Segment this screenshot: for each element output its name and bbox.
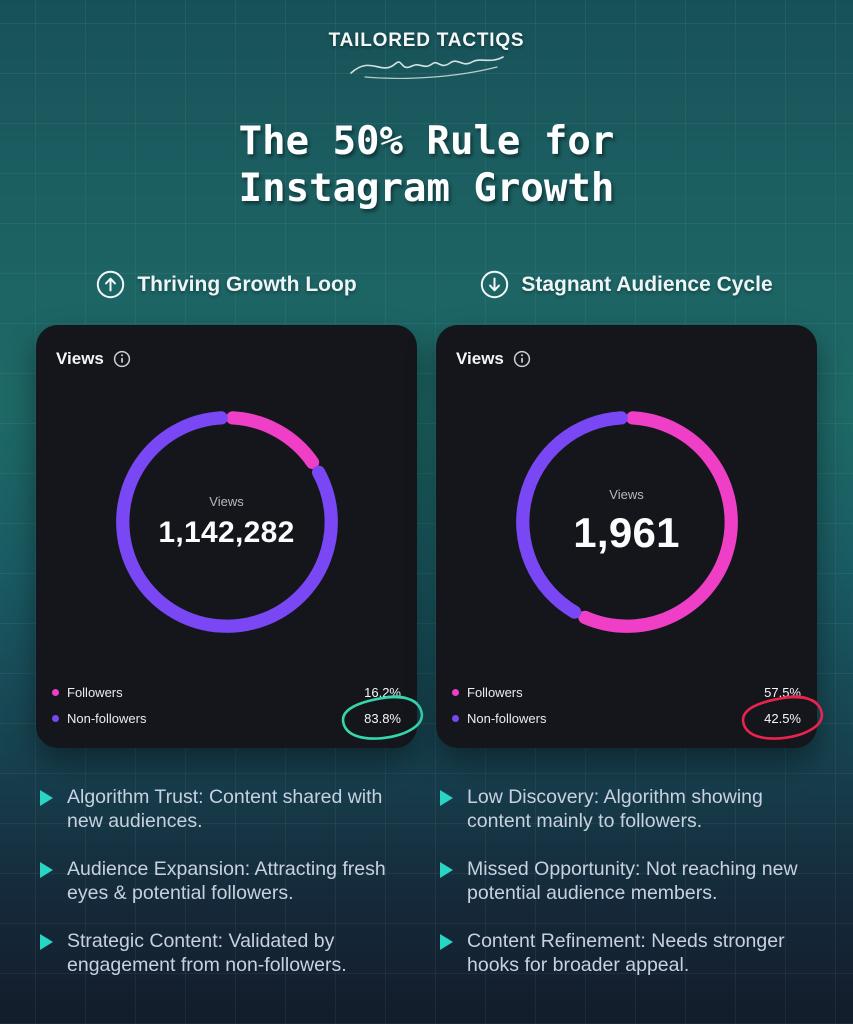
- triangle-bullet-icon: [40, 790, 53, 806]
- signature-flourish-icon: [349, 56, 504, 79]
- card-header: Views: [456, 349, 531, 369]
- legend-label: Non-followers: [67, 711, 147, 726]
- bullet-text: Algorithm Trust: Content shared with new…: [67, 786, 383, 832]
- bullet-text: Content Refinement: Needs stronger hooks…: [467, 930, 785, 976]
- views-card-thriving: Views Views 1,142,282 Followers 16.2%: [36, 325, 423, 748]
- list-item: Missed Opportunity: Not reaching new pot…: [440, 858, 830, 905]
- legend-item-non-followers: Non-followers 83.8%: [52, 694, 423, 740]
- list-item: Audience Expansion: Attracting fresh eye…: [40, 858, 422, 905]
- legend-label: Followers: [67, 685, 123, 700]
- non-followers-dot-icon: [52, 715, 59, 722]
- takeaway-lists: Algorithm Trust: Content shared with new…: [40, 786, 830, 1002]
- legend-value: 57.5%: [764, 685, 801, 700]
- legend-label: Followers: [467, 685, 523, 700]
- header-label: Stagnant Audience Cycle: [521, 272, 773, 296]
- list-item: Algorithm Trust: Content shared with new…: [40, 786, 422, 833]
- arrow-down-circle-icon: [481, 270, 509, 299]
- views-label: Views: [56, 349, 104, 368]
- info-icon[interactable]: [113, 350, 131, 368]
- non-followers-dot-icon: [452, 715, 459, 722]
- page-title-line2: Instagram Growth: [238, 166, 615, 211]
- legend-item-non-followers: Non-followers 42.5%: [452, 694, 823, 740]
- triangle-bullet-icon: [40, 862, 53, 878]
- page-title-line1: The 50% Rule for: [238, 119, 615, 164]
- followers-dot-icon: [452, 689, 459, 696]
- card-header: Views: [56, 349, 131, 369]
- header-thriving-growth-loop: Thriving Growth Loop: [36, 270, 417, 299]
- info-icon[interactable]: [513, 350, 531, 368]
- bullet-text: Strategic Content: Validated by engageme…: [67, 930, 347, 976]
- brand-logo: TAILORED TACTIQS: [328, 30, 525, 51]
- followers-dot-icon: [52, 689, 59, 696]
- legend: Followers 57.5% Non-followers 42.5%: [452, 685, 823, 740]
- column-headers: Thriving Growth Loop Stagnant Audience C…: [36, 270, 817, 299]
- views-card-stagnant: Views Views 1,961 Followers 57.5%: [436, 325, 823, 748]
- bullet-text: Missed Opportunity: Not reaching new pot…: [467, 858, 798, 904]
- bullet-list-thriving: Algorithm Trust: Content shared with new…: [40, 786, 422, 1002]
- header-label: Thriving Growth Loop: [137, 272, 357, 296]
- donut-chart-thriving: Views 1,142,282: [109, 404, 345, 640]
- legend-value: 42.5%: [741, 694, 823, 740]
- list-item: Low Discovery: Algorithm showing content…: [440, 786, 830, 833]
- legend-value: 16.2%: [364, 685, 401, 700]
- list-item: Content Refinement: Needs stronger hooks…: [440, 930, 830, 977]
- legend-label: Non-followers: [467, 711, 547, 726]
- list-item: Strategic Content: Validated by engageme…: [40, 930, 422, 977]
- donut-ring: [515, 411, 738, 633]
- header-stagnant-audience-cycle: Stagnant Audience Cycle: [436, 270, 817, 299]
- arrow-up-circle-icon: [97, 270, 125, 299]
- triangle-bullet-icon: [440, 862, 453, 878]
- views-label: Views: [456, 349, 504, 368]
- bullet-list-stagnant: Low Discovery: Algorithm showing content…: [440, 786, 830, 1002]
- page-title: The 50% Rule for Instagram Growth: [0, 118, 853, 212]
- triangle-bullet-icon: [440, 934, 453, 950]
- triangle-bullet-icon: [40, 934, 53, 950]
- legend-item-followers: Followers 16.2%: [52, 685, 401, 700]
- triangle-bullet-icon: [440, 790, 453, 806]
- metric-cards: Views Views 1,142,282 Followers 16.2%: [36, 325, 823, 748]
- donut-chart-stagnant: Views 1,961: [509, 404, 745, 640]
- legend-item-followers: Followers 57.5%: [452, 685, 801, 700]
- bullet-text: Low Discovery: Algorithm showing content…: [467, 786, 763, 832]
- legend: Followers 16.2% Non-followers 83.8%: [52, 685, 423, 740]
- donut-ring: [115, 411, 338, 633]
- legend-value: 83.8%: [341, 694, 423, 740]
- bullet-text: Audience Expansion: Attracting fresh eye…: [67, 858, 386, 904]
